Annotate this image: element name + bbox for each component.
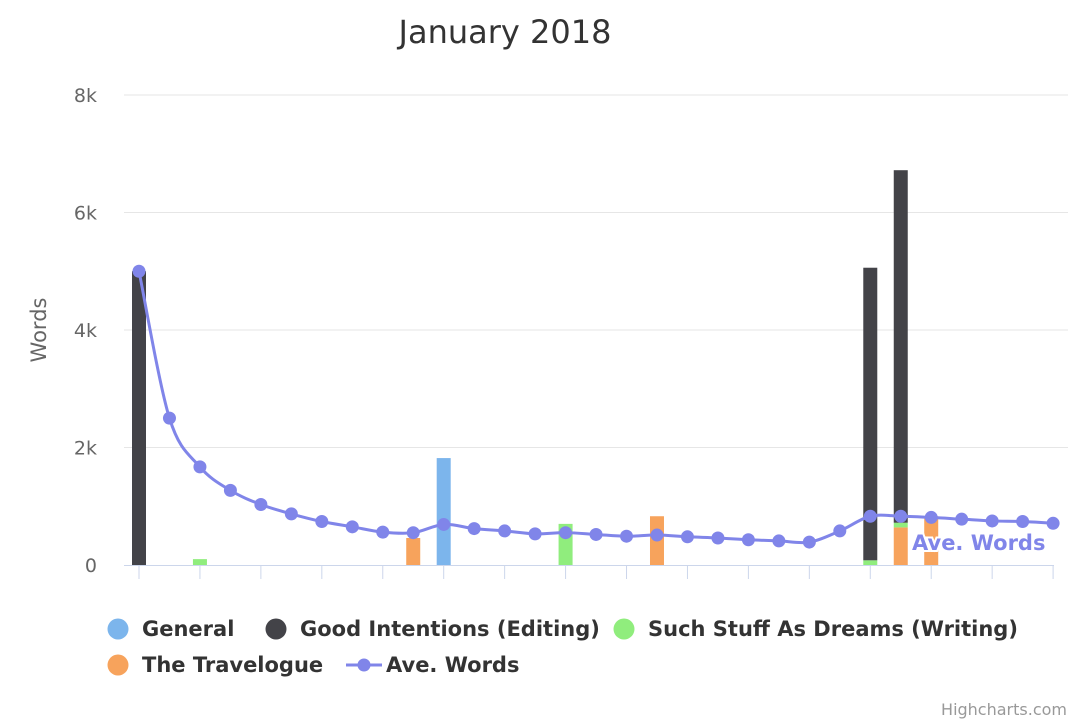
point-ave-words-day-31[interactable] (1046, 516, 1060, 530)
point-ave-words-day-28[interactable] (955, 512, 969, 526)
y-axis: 0 2k 4k 6k 8k (74, 85, 97, 577)
legend-item-general[interactable]: General (107, 617, 235, 641)
legend-label: Good Intentions (Editing) (300, 617, 600, 641)
y-tick-label: 2k (74, 438, 97, 460)
point-ave-words-day-20[interactable] (711, 531, 725, 545)
x-axis (124, 565, 1054, 579)
y-tick-label: 0 (85, 555, 97, 577)
legend-symbol (613, 618, 635, 640)
point-ave-words-day-7[interactable] (315, 515, 329, 529)
bar-good-intentions-editing-day-26[interactable] (893, 170, 908, 523)
point-ave-words-day-8[interactable] (345, 520, 359, 534)
point-ave-words-day-2[interactable] (162, 411, 176, 425)
bar-the-travelogue-day-26[interactable] (893, 527, 908, 565)
y-tick-label: 6k (74, 203, 97, 225)
legend-item-the-travelogue[interactable]: The Travelogue (107, 653, 324, 677)
point-ave-words-day-22[interactable] (772, 534, 786, 548)
grid-lines (124, 94, 1068, 448)
legend-label: General (142, 617, 234, 641)
legend-item-such-stuff-as-dreams-writing[interactable]: Such Stuff As Dreams (Writing) (613, 617, 1018, 641)
legend-symbol (107, 654, 129, 676)
point-ave-words-day-23[interactable] (802, 535, 816, 549)
bar-good-intentions-editing-day-1[interactable] (132, 271, 146, 565)
point-ave-words-day-3[interactable] (193, 460, 207, 474)
bar-such-stuff-as-dreams-writing-day-26[interactable] (893, 522, 908, 528)
point-ave-words-day-4[interactable] (223, 483, 237, 497)
point-ave-words-day-10[interactable] (406, 526, 420, 540)
bar-the-travelogue-day-10[interactable] (406, 537, 421, 565)
y-tick-label: 4k (74, 320, 97, 342)
legend[interactable]: General Good Intentions (Editing) Such Stu… (107, 617, 1018, 677)
line-series (132, 264, 1060, 549)
bar-good-intentions-editing-day-25[interactable] (863, 267, 878, 561)
y-axis-label: Words (27, 298, 51, 363)
point-ave-words-day-9[interactable] (376, 525, 390, 539)
point-ave-words-day-15[interactable] (559, 526, 573, 540)
point-ave-words-day-12[interactable] (467, 522, 481, 536)
legend-label: The Travelogue (142, 653, 323, 677)
point-ave-words-day-29[interactable] (985, 514, 999, 528)
annotations: Ave. Words (910, 529, 1047, 557)
bar-series (132, 170, 939, 565)
legend-symbol (265, 618, 287, 640)
point-ave-words-day-18[interactable] (650, 528, 664, 542)
point-ave-words-day-5[interactable] (254, 497, 268, 511)
point-ave-words-day-6[interactable] (284, 507, 298, 521)
series-label-ave-words: Ave. Words (912, 531, 1045, 555)
point-ave-words-day-24[interactable] (833, 524, 847, 538)
point-ave-words-day-13[interactable] (498, 524, 512, 538)
point-ave-words-day-30[interactable] (1016, 515, 1030, 529)
point-ave-words-day-27[interactable] (924, 510, 938, 524)
legend-marker-symbol (357, 658, 371, 672)
point-ave-words-day-11[interactable] (437, 517, 451, 531)
bar-general-day-11[interactable] (436, 458, 451, 565)
credits[interactable]: Highcharts.com (941, 700, 1067, 719)
point-ave-words-day-16[interactable] (589, 527, 603, 541)
chart-title: January 2018 (397, 13, 612, 51)
legend-label: Ave. Words (386, 653, 519, 677)
point-ave-words-day-25[interactable] (863, 509, 877, 523)
point-ave-words-day-26[interactable] (894, 509, 908, 523)
y-tick-label: 8k (74, 85, 97, 107)
point-ave-words-day-1[interactable] (132, 264, 146, 278)
bar-such-stuff-as-dreams-writing-day-25[interactable] (863, 560, 878, 565)
legend-label: Such Stuff As Dreams (Writing) (648, 617, 1018, 641)
bar-the-travelogue-day-27[interactable] (924, 516, 939, 565)
line-ave-words (137, 270, 1054, 545)
point-ave-words-day-17[interactable] (620, 529, 634, 543)
legend-symbol (107, 618, 129, 640)
point-ave-words-day-19[interactable] (680, 530, 694, 544)
point-ave-words-day-21[interactable] (741, 533, 755, 547)
point-ave-words-day-14[interactable] (528, 527, 542, 541)
bar-such-stuff-as-dreams-writing-day-3[interactable] (192, 559, 207, 565)
legend-item-good-intentions-editing[interactable]: Good Intentions (Editing) (265, 617, 600, 641)
legend-item-ave-words[interactable]: Ave. Words (346, 653, 519, 677)
